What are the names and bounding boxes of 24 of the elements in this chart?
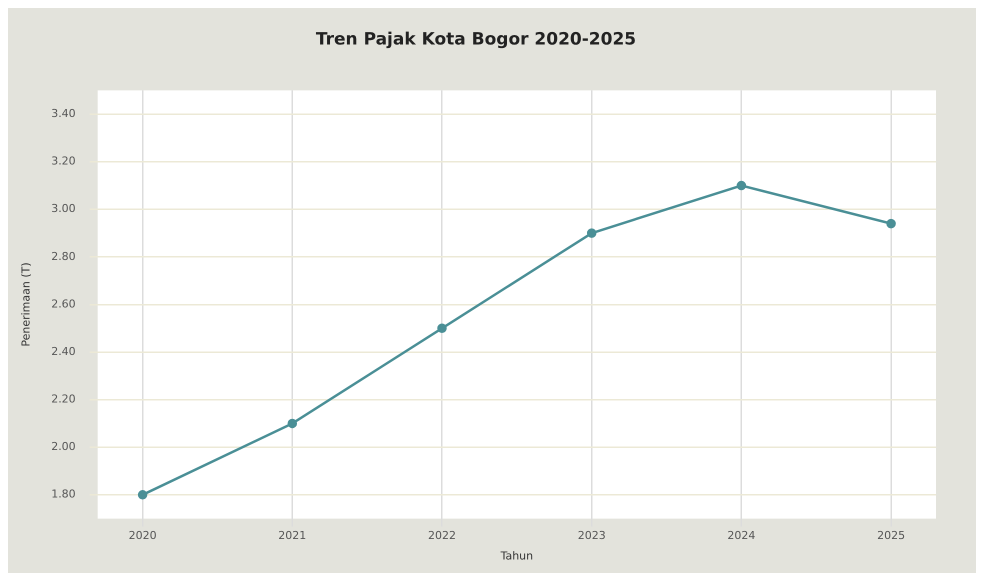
- x-tick-label: 2025: [877, 529, 906, 542]
- point: [437, 324, 447, 334]
- point: [586, 228, 596, 238]
- y-tick-label: 3.40: [51, 107, 76, 120]
- point: [288, 418, 298, 428]
- x-tick-label: 2020: [128, 529, 157, 542]
- y-tick-label: 2.00: [51, 440, 76, 454]
- point: [736, 180, 746, 190]
- point: [886, 218, 896, 228]
- y-tick-label: 2.40: [51, 344, 76, 358]
- y-tick-label: 3.00: [51, 202, 76, 216]
- y-axis-title: Penerimaan (T): [19, 262, 32, 347]
- x-tick-label: 2023: [578, 529, 606, 542]
- y-tick-label: 2.20: [51, 392, 76, 406]
- chart-title: Tren Pajak Kota Bogor 2020-2025: [316, 30, 636, 50]
- x-tick-label: 2021: [278, 529, 306, 542]
- y-tick-label: 2.60: [51, 297, 76, 310]
- x-axis-title: Tahun: [500, 549, 534, 562]
- x-tick-label: 2024: [727, 529, 756, 542]
- y-tick-label: 1.80: [51, 488, 76, 501]
- x-tick-label: 2022: [428, 529, 456, 542]
- point: [138, 490, 148, 500]
- y-tick-label: 3.20: [51, 154, 76, 168]
- y-tick-label: 2.80: [51, 250, 76, 263]
